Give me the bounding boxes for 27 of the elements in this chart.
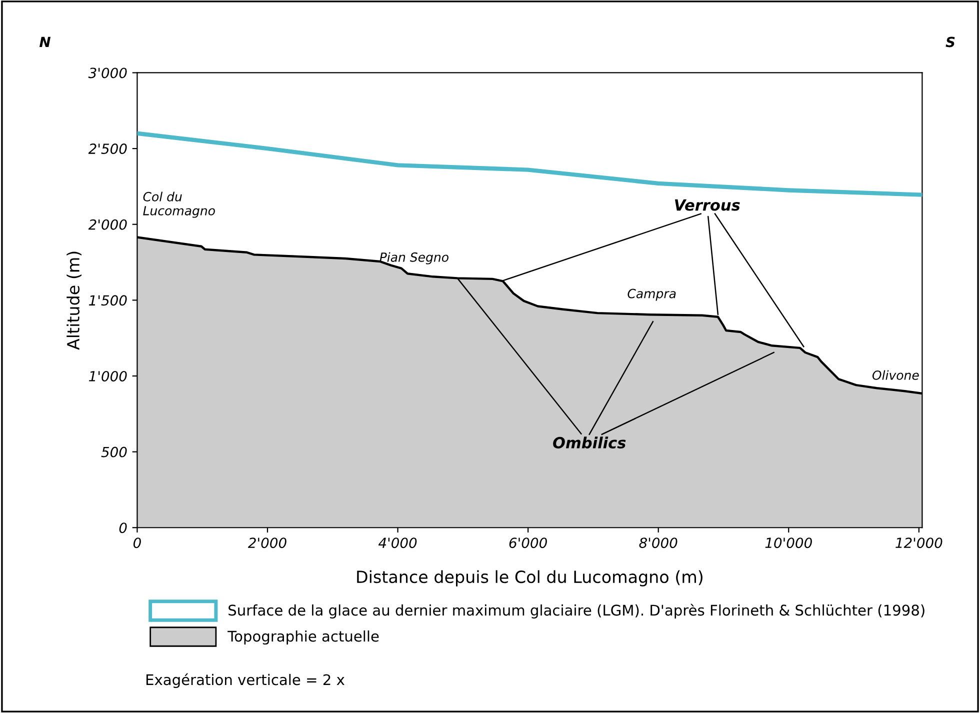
text: N bbox=[39, 36, 51, 48]
y-axis-title: Altitude (m) bbox=[66, 252, 82, 350]
y-tick-label: 500 bbox=[101, 446, 127, 458]
text: S bbox=[946, 36, 955, 48]
annotation: Col du Lucomagno bbox=[143, 192, 215, 218]
y-tick-label: 2'500 bbox=[88, 144, 127, 154]
x-tick-label: 2'000 bbox=[248, 538, 286, 548]
x-tick-label: 10'000 bbox=[765, 538, 812, 548]
y-tick-label: 1'500 bbox=[88, 295, 127, 306]
annotation: Pian Segno bbox=[380, 252, 448, 264]
legend-label: Topographie actuelle bbox=[228, 630, 379, 645]
x-tick-label: 0 bbox=[133, 538, 141, 548]
x-tick-label: 8'000 bbox=[639, 538, 678, 548]
text: Exagération verticale = 2 x bbox=[146, 673, 344, 688]
x-tick-label: 6'000 bbox=[509, 538, 547, 548]
y-tick-label: 0 bbox=[119, 522, 127, 534]
annotation: Olivone bbox=[872, 370, 919, 380]
y-tick-label: 1'000 bbox=[88, 370, 127, 382]
annotation: Campra bbox=[628, 288, 676, 301]
annotation: Ombilics bbox=[553, 436, 626, 448]
y-tick-label: 2'000 bbox=[88, 219, 127, 230]
legend-label: Surface de la glace au dernier maximum glaciaire (LGM). D'après Florineth & Schlüchter (1998) bbox=[228, 604, 924, 619]
x-tick-label: 4'000 bbox=[378, 538, 417, 548]
y-tick-label: 3'000 bbox=[88, 68, 127, 78]
x-tick-label: 12'000 bbox=[896, 538, 942, 548]
x-axis-title: Distance depuis le Col du Lucomagno (m) bbox=[357, 570, 702, 586]
annotation: Verrous bbox=[674, 199, 740, 211]
